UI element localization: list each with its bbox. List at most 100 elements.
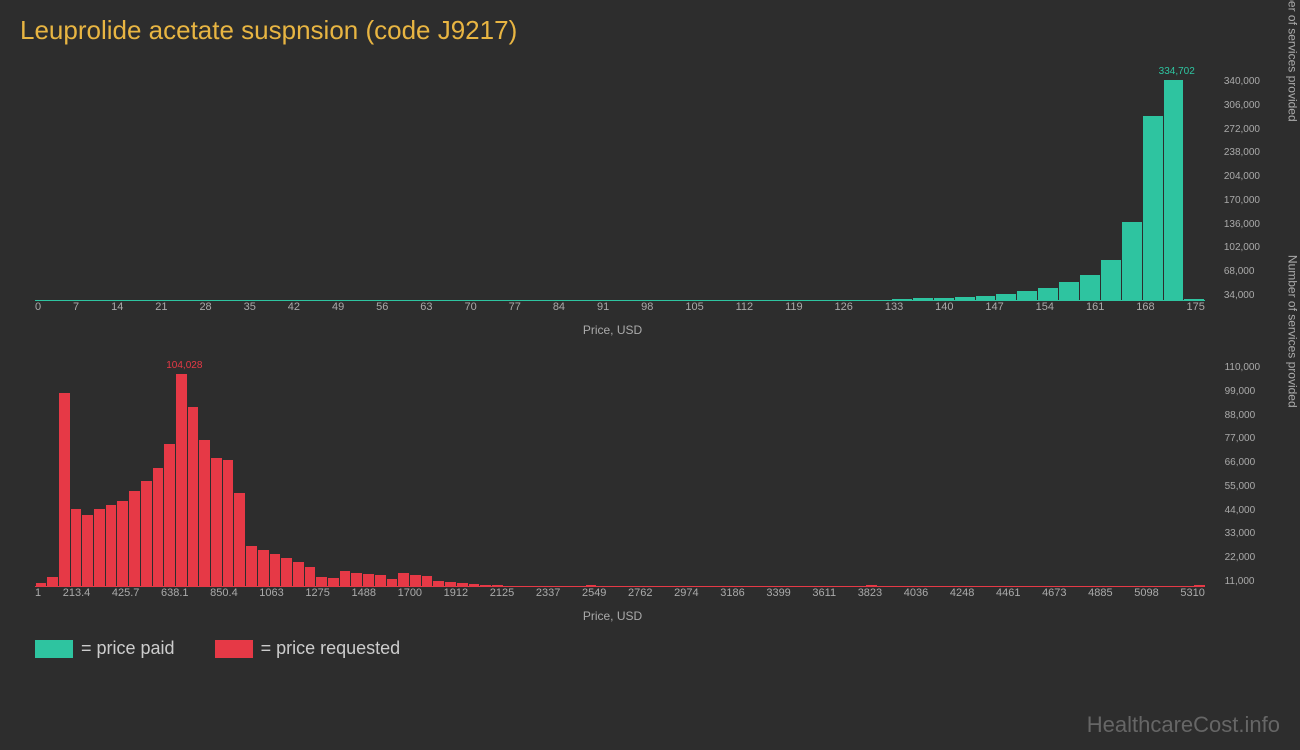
y-tick: 68,000 bbox=[1224, 266, 1260, 277]
bar bbox=[234, 493, 245, 587]
y-tick: 170,000 bbox=[1224, 195, 1260, 206]
x-tick: 213.4 bbox=[63, 587, 91, 607]
x-tick: 105 bbox=[685, 301, 703, 321]
x-tick: 49 bbox=[332, 301, 344, 321]
x-label-paid: Price, USD bbox=[20, 323, 1205, 337]
bar bbox=[211, 458, 222, 587]
bar bbox=[305, 567, 316, 587]
bar bbox=[246, 546, 257, 587]
x-tick: 4461 bbox=[996, 587, 1020, 607]
x-tick: 1912 bbox=[444, 587, 468, 607]
x-tick: 112 bbox=[736, 301, 754, 321]
y-tick: 22,000 bbox=[1225, 552, 1260, 563]
bar bbox=[94, 509, 105, 587]
x-tick: 133 bbox=[885, 301, 903, 321]
x-tick: 0 bbox=[35, 301, 41, 321]
bar bbox=[59, 393, 70, 587]
x-tick: 42 bbox=[288, 301, 300, 321]
chart-price-requested: 104,028 1213.4425.7638.1850.410631275148… bbox=[20, 347, 1280, 623]
x-tick: 850.4 bbox=[210, 587, 238, 607]
x-tick: 84 bbox=[553, 301, 565, 321]
bar bbox=[117, 501, 128, 587]
x-tick: 91 bbox=[597, 301, 609, 321]
bars-requested bbox=[35, 362, 1205, 587]
y-tick: 88,000 bbox=[1225, 410, 1260, 421]
x-tick: 140 bbox=[935, 301, 953, 321]
x-tick: 638.1 bbox=[161, 587, 189, 607]
x-tick: 7 bbox=[73, 301, 79, 321]
legend-swatch-paid bbox=[35, 640, 73, 658]
bar bbox=[1059, 282, 1079, 301]
peak-label-requested: 104,028 bbox=[166, 360, 202, 371]
chart-price-paid: 334,702 07142128354249566370778491981051… bbox=[20, 61, 1280, 337]
x-tick: 119 bbox=[785, 301, 803, 321]
bar bbox=[1101, 260, 1121, 301]
bar bbox=[82, 515, 93, 587]
x-tick: 35 bbox=[244, 301, 256, 321]
bar bbox=[223, 460, 234, 587]
x-tick: 4885 bbox=[1088, 587, 1112, 607]
y-tick: 238,000 bbox=[1224, 147, 1260, 158]
x-tick: 4036 bbox=[904, 587, 928, 607]
x-tick: 1488 bbox=[351, 587, 375, 607]
legend-label-paid: = price paid bbox=[81, 638, 175, 659]
bar bbox=[106, 505, 117, 587]
y-label-paid: Number of services provided bbox=[1286, 0, 1300, 122]
y-axis-paid: 34,00068,000102,000136,000170,000204,000… bbox=[1224, 76, 1260, 301]
x-tick: 161 bbox=[1086, 301, 1104, 321]
y-tick: 11,000 bbox=[1225, 576, 1260, 587]
legend: = price paid = price requested bbox=[35, 638, 1280, 659]
x-tick: 21 bbox=[155, 301, 167, 321]
x-tick: 175 bbox=[1187, 301, 1205, 321]
y-label-requested: Number of services provided bbox=[1286, 255, 1300, 408]
x-axis-paid: 0714212835424956637077849198105112119126… bbox=[35, 301, 1205, 321]
bar bbox=[188, 407, 199, 587]
y-tick: 136,000 bbox=[1224, 219, 1260, 230]
x-tick: 3823 bbox=[858, 587, 882, 607]
x-tick: 168 bbox=[1136, 301, 1154, 321]
bar bbox=[281, 558, 292, 587]
x-tick: 4673 bbox=[1042, 587, 1066, 607]
bar bbox=[351, 573, 362, 587]
x-tick: 425.7 bbox=[112, 587, 140, 607]
x-tick: 77 bbox=[509, 301, 521, 321]
x-tick: 154 bbox=[1036, 301, 1054, 321]
bar bbox=[199, 440, 210, 587]
bar bbox=[176, 374, 187, 587]
x-tick: 1700 bbox=[398, 587, 422, 607]
x-tick: 2125 bbox=[490, 587, 514, 607]
bar bbox=[1038, 288, 1058, 301]
y-tick: 306,000 bbox=[1224, 100, 1260, 111]
bar bbox=[270, 554, 281, 587]
x-tick: 5310 bbox=[1180, 587, 1204, 607]
bar bbox=[258, 550, 269, 587]
x-tick: 56 bbox=[376, 301, 388, 321]
legend-item-paid: = price paid bbox=[35, 638, 175, 659]
y-tick: 102,000 bbox=[1224, 242, 1260, 253]
bar bbox=[153, 468, 164, 587]
x-tick: 1 bbox=[35, 587, 41, 607]
x-tick: 1063 bbox=[259, 587, 283, 607]
x-tick: 98 bbox=[641, 301, 653, 321]
x-tick: 126 bbox=[835, 301, 853, 321]
bar bbox=[1164, 80, 1184, 301]
y-tick: 272,000 bbox=[1224, 124, 1260, 135]
legend-item-requested: = price requested bbox=[215, 638, 401, 659]
bar bbox=[363, 574, 374, 587]
bar bbox=[340, 571, 351, 587]
x-tick: 14 bbox=[111, 301, 123, 321]
watermark: HealthcareCost.info bbox=[1087, 712, 1280, 738]
x-tick: 3399 bbox=[766, 587, 790, 607]
y-tick: 204,000 bbox=[1224, 171, 1260, 182]
bar bbox=[1122, 222, 1142, 301]
y-tick: 110,000 bbox=[1225, 362, 1260, 373]
y-tick: 99,000 bbox=[1225, 386, 1260, 397]
x-tick: 2762 bbox=[628, 587, 652, 607]
x-label-requested: Price, USD bbox=[20, 609, 1205, 623]
x-tick: 28 bbox=[199, 301, 211, 321]
y-tick: 44,000 bbox=[1225, 505, 1260, 516]
x-axis-requested: 1213.4425.7638.1850.41063127514881700191… bbox=[35, 587, 1205, 607]
bar bbox=[164, 444, 175, 587]
legend-swatch-requested bbox=[215, 640, 253, 658]
bar bbox=[293, 562, 304, 587]
